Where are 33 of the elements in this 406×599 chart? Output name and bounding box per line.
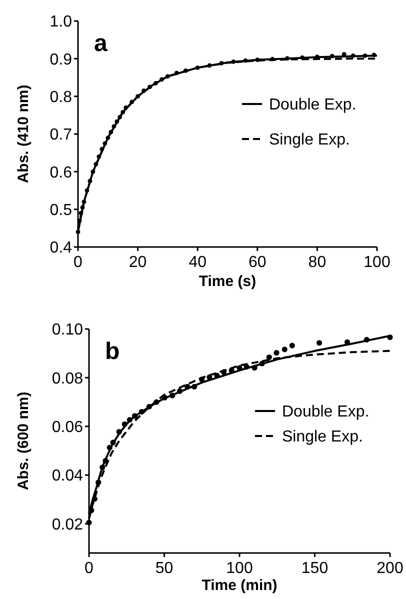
- y-tick-label: 0.8: [50, 88, 72, 106]
- y-tick-label: 0.4: [50, 240, 72, 257]
- y-tick-label: 0.7: [50, 126, 72, 144]
- x-tick-label: 20: [128, 254, 147, 271]
- y-axis-title: Abs. (600 nm): [15, 392, 32, 490]
- x-tick-label: 100: [226, 560, 253, 577]
- y-tick-label: 0.08: [52, 370, 84, 388]
- legend-label: Double Exp.: [269, 96, 356, 114]
- x-tick-label: 100: [364, 254, 390, 271]
- x-tick-label: 40: [188, 254, 207, 271]
- y-tick-label: 0.10: [52, 322, 84, 339]
- x-tick-label: 50: [155, 560, 174, 577]
- x-tick-label: 200: [376, 560, 404, 577]
- x-axis-title: Time (s): [198, 273, 256, 290]
- y-tick-label: 0.04: [52, 468, 84, 485]
- chart-title: a: [94, 30, 108, 57]
- y-axis-title: Abs. (410 nm): [15, 84, 32, 184]
- y-tick-label: 0.9: [50, 51, 72, 68]
- y-tick-label: 0.5: [50, 202, 72, 219]
- y-tick-label: 1.0: [50, 14, 72, 31]
- legend-label: Single Exp.: [269, 132, 350, 149]
- legend-label: Single Exp.: [282, 428, 363, 446]
- chart-title: b: [105, 338, 120, 365]
- y-tick-label: 0.02: [52, 516, 84, 534]
- x-tick-label: 60: [248, 254, 266, 271]
- legend-label: Double Exp.: [282, 404, 370, 421]
- x-tick-label: 150: [301, 560, 328, 577]
- x-tick-label: 0: [84, 560, 94, 577]
- x-tick-label: 0: [74, 254, 83, 271]
- x-tick-label: 80: [308, 254, 326, 271]
- x-axis-title: Time (min): [202, 577, 278, 594]
- y-tick-label: 0.6: [50, 164, 72, 182]
- y-tick-label: 0.06: [52, 418, 84, 436]
